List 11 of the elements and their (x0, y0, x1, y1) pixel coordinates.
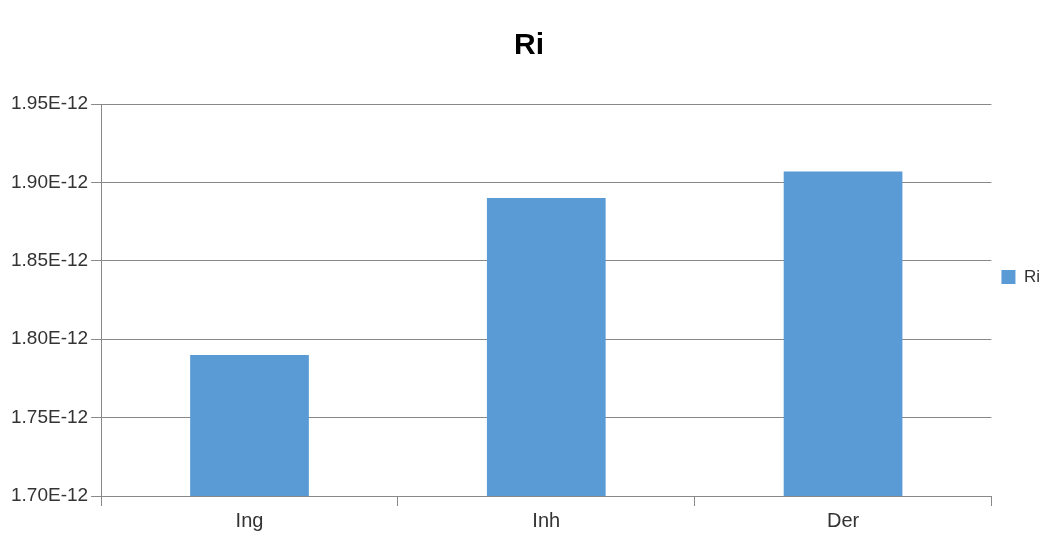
x-tick-label: Der (826, 508, 860, 531)
y-tick-label: 1.90E-12 (10, 170, 89, 192)
x-tick-label: Inh (532, 508, 561, 531)
y-tick-label: 1.70E-12 (10, 484, 89, 506)
y-tick-label: 1.95E-12 (10, 92, 89, 114)
chart-title: Ri (514, 27, 544, 61)
x-tick-label: Ing (235, 508, 264, 531)
y-tick-label: 1.80E-12 (10, 327, 89, 349)
y-tick-label: 1.85E-12 (10, 249, 89, 271)
y-tick-label: 1.75E-12 (10, 405, 89, 427)
legend-label: Ri (1023, 266, 1041, 286)
